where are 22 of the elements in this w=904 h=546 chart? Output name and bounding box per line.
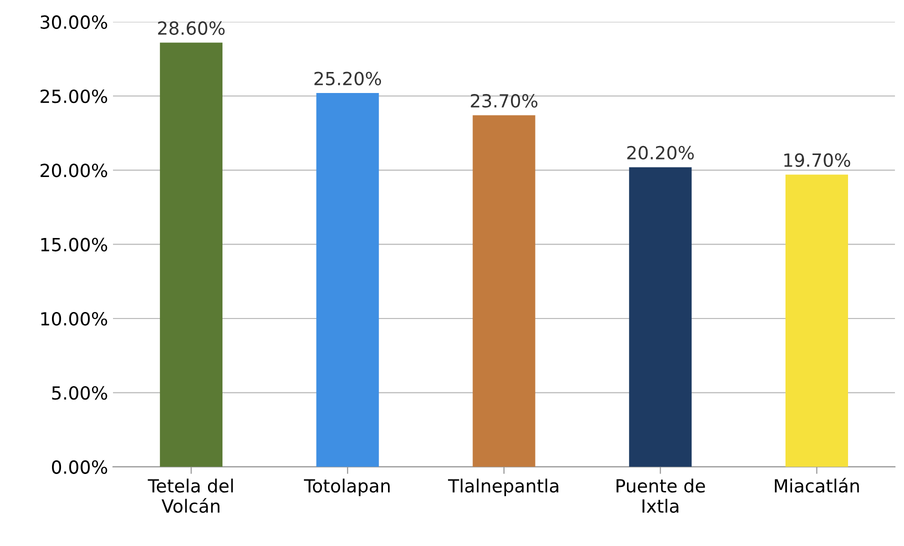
bar bbox=[472, 115, 536, 467]
x-tick-label: Miacatlán bbox=[774, 478, 859, 493]
data-label: 23.70% bbox=[470, 94, 538, 108]
x-tick-label: Tlalnepantla bbox=[448, 478, 558, 496]
data-label: 19.70% bbox=[784, 153, 850, 167]
bar bbox=[316, 93, 379, 467]
y-tick-label: 15.00% bbox=[41, 238, 108, 252]
data-label: 28.60% bbox=[158, 21, 225, 35]
bar bbox=[160, 42, 222, 467]
data-label: 20.20% bbox=[627, 146, 694, 160]
y-tick-label: 10.00% bbox=[41, 312, 108, 326]
bar bbox=[629, 167, 692, 467]
x-tick-label: Tetela del Volcán bbox=[148, 478, 233, 513]
y-tick-label: 25.00% bbox=[40, 89, 108, 104]
y-tick-label: 5.00% bbox=[52, 386, 108, 400]
x-tick-label: Puente de Ixtla bbox=[616, 478, 705, 513]
x-tick-label: Totolapan bbox=[304, 478, 390, 496]
bar bbox=[785, 174, 848, 467]
y-tick-label: 30.00% bbox=[40, 15, 108, 29]
y-tick-label: 0.00% bbox=[52, 460, 108, 474]
y-tick-label: 20.00% bbox=[40, 164, 108, 178]
data-label: 25.20% bbox=[314, 72, 382, 86]
